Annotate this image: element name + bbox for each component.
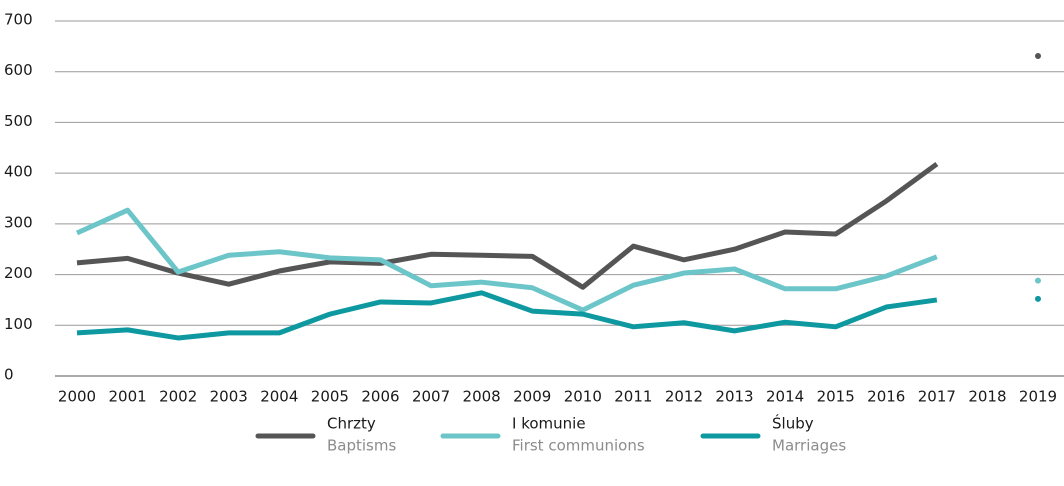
- x-tick-label: 2014: [766, 388, 804, 406]
- y-tick-label: 600: [4, 61, 33, 79]
- legend-label: Śluby: [772, 414, 814, 433]
- line-series: [75, 207, 938, 313]
- x-tick-label: 2009: [513, 388, 551, 406]
- legend-sublabel: Baptisms: [327, 437, 396, 455]
- y-tick-label: 200: [4, 264, 33, 282]
- x-tick-label: 2019: [1019, 388, 1057, 406]
- x-tick-label: 2008: [463, 388, 501, 406]
- x-tick-label: 2002: [159, 388, 197, 406]
- x-tick-label: 2010: [564, 388, 602, 406]
- x-tick-label: 2015: [817, 388, 855, 406]
- x-tick-label: 2007: [412, 388, 450, 406]
- x-tick-label: 2016: [867, 388, 905, 406]
- legend-sublabel: First communions: [512, 437, 645, 455]
- x-tick-label: 2011: [614, 388, 652, 406]
- x-tick-label: 2005: [311, 388, 349, 406]
- line-series: [76, 290, 938, 341]
- x-tick-label: 2000: [58, 388, 96, 406]
- legend-sublabel: Marriages: [772, 437, 846, 455]
- x-tick-label: 2013: [715, 388, 753, 406]
- y-tick-label: 300: [4, 213, 33, 231]
- y-tick-label: 100: [4, 315, 33, 333]
- y-tick-label: 0: [4, 366, 14, 384]
- line-point: [1035, 277, 1041, 284]
- x-tick-label: 2004: [260, 388, 298, 406]
- legend-label: Chrzty: [327, 415, 376, 433]
- x-tick-label: 2017: [918, 388, 956, 406]
- x-tick-label: 2003: [210, 388, 248, 406]
- legend-label: I komunie: [512, 415, 586, 433]
- x-tick-label: 2012: [665, 388, 703, 406]
- line-point: [1035, 295, 1041, 302]
- y-tick-label: 500: [4, 112, 33, 130]
- line-point: [1035, 52, 1041, 59]
- x-tick-label: 2006: [361, 388, 399, 406]
- x-tick-label: 2001: [108, 388, 146, 406]
- y-tick-label: 400: [4, 163, 33, 181]
- y-tick-label: 700: [4, 11, 33, 29]
- x-tick-label: 2018: [968, 388, 1006, 406]
- line-series: [76, 161, 939, 290]
